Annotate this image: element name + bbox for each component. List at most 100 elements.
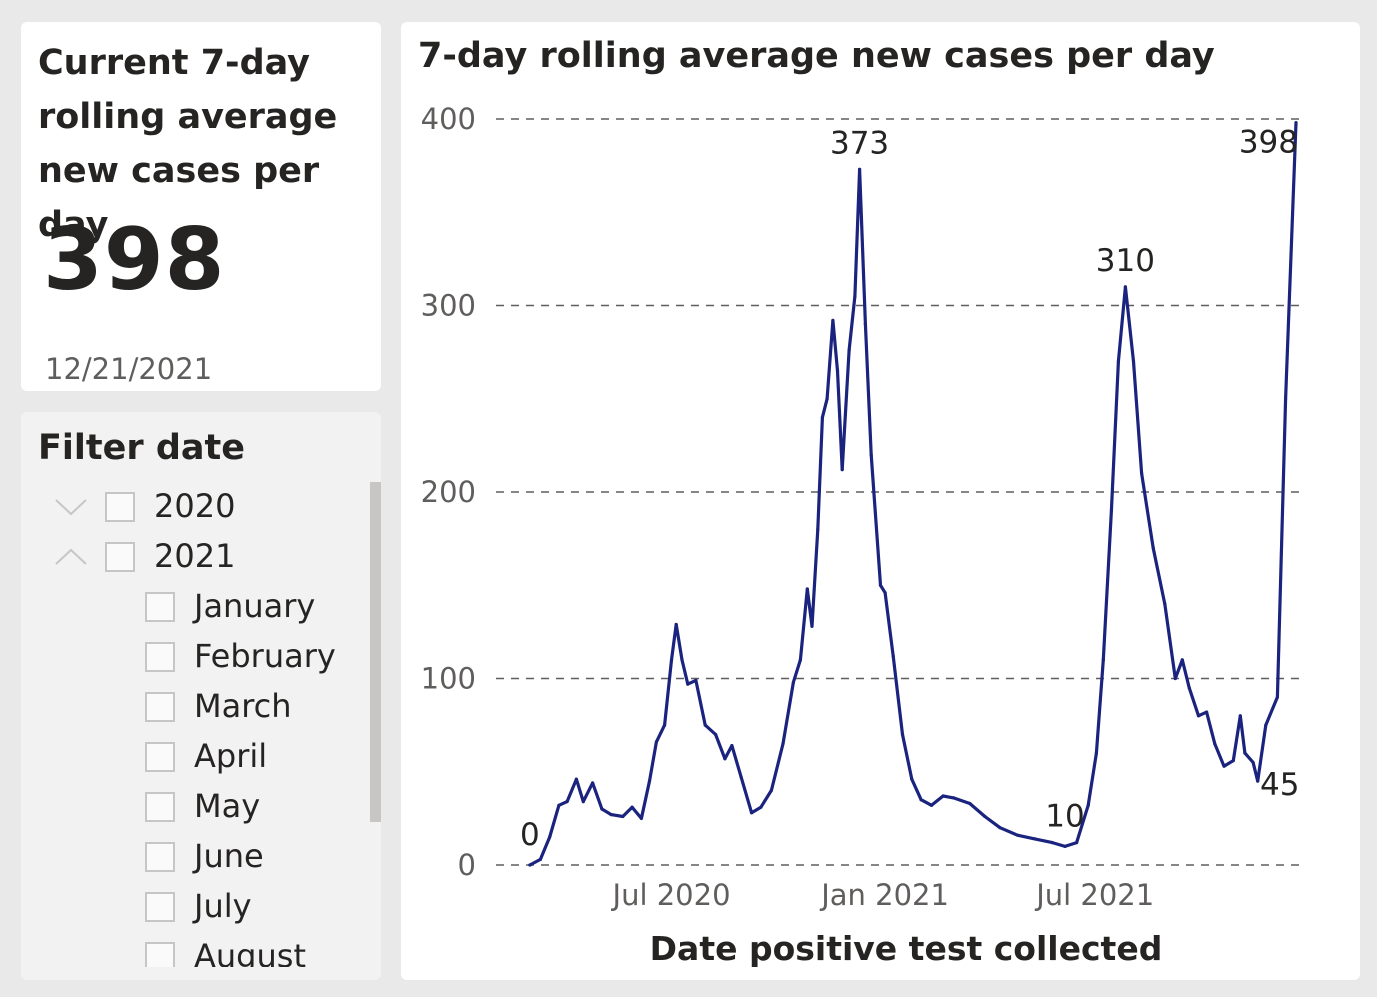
data-point — [1101, 658, 1105, 662]
checkbox-2021[interactable] — [105, 542, 135, 572]
checkbox-month[interactable] — [145, 642, 175, 672]
data-point — [1015, 833, 1020, 837]
filter-month-label: February — [194, 637, 336, 675]
data-point — [983, 814, 987, 819]
filter-month-row[interactable]: August — [21, 937, 351, 967]
x-tick-label: Jul 2020 — [611, 878, 731, 912]
series-line — [528, 121, 1298, 867]
data-point — [900, 732, 905, 737]
data-point — [647, 779, 652, 783]
filter-month-row[interactable]: February — [21, 637, 351, 677]
data-label: 373 — [830, 125, 889, 161]
filter-month-label: April — [194, 737, 268, 775]
data-point — [1243, 751, 1247, 755]
filter-list: 2020 2021 January February March April — [21, 487, 351, 967]
checkbox-month[interactable] — [145, 892, 175, 922]
y-tick-label: 300 — [421, 289, 476, 323]
filter-month-row[interactable]: June — [21, 837, 351, 877]
filter-year-row-2020[interactable]: 2020 — [21, 487, 351, 527]
checkbox-month[interactable] — [145, 942, 175, 967]
x-tick-label: Jul 2021 — [1034, 878, 1154, 912]
data-point — [1131, 359, 1136, 364]
data-point — [810, 624, 814, 628]
filter-month-label: January — [194, 587, 316, 625]
data-point — [825, 397, 829, 401]
data-point — [1231, 758, 1235, 763]
y-tick-label: 400 — [421, 102, 476, 136]
data-point — [1075, 841, 1079, 845]
kpi-value: 398 — [43, 210, 226, 310]
filter-month-row[interactable]: April — [21, 737, 351, 777]
checkbox-month[interactable] — [145, 592, 175, 622]
checkbox-month[interactable] — [145, 692, 175, 722]
data-point — [1151, 546, 1155, 550]
data-point — [538, 857, 542, 862]
checkbox-month[interactable] — [145, 742, 175, 772]
data-point — [820, 415, 825, 419]
data-point — [1213, 742, 1217, 746]
data-point — [1173, 676, 1177, 681]
y-tick-label: 0 — [458, 848, 476, 882]
x-axis-title: Date positive test collected — [650, 929, 1163, 968]
chevron-down-icon[interactable] — [53, 495, 89, 519]
data-point — [929, 803, 934, 807]
filter-date-slicer: Filter date 2020 2021 January February — [21, 412, 381, 980]
data-point — [639, 816, 643, 820]
data-point — [798, 658, 802, 662]
data-point — [840, 468, 844, 472]
data-point — [769, 788, 773, 793]
filter-month-row[interactable]: May — [21, 787, 351, 827]
data-point — [781, 742, 785, 746]
data-point — [816, 527, 820, 531]
data-point — [883, 591, 887, 595]
data-point — [674, 622, 678, 627]
data-point — [831, 318, 835, 323]
data-point — [857, 167, 862, 171]
data-point — [1294, 121, 1298, 125]
data-point — [557, 803, 561, 807]
data-point — [805, 587, 809, 591]
chevron-up-icon[interactable] — [53, 545, 89, 569]
checkbox-2020[interactable] — [105, 492, 135, 522]
data-point — [600, 807, 604, 811]
data-point — [1063, 844, 1067, 848]
filter-title: Filter date — [38, 428, 245, 468]
filter-scrollbar[interactable] — [370, 482, 381, 822]
filter-year-row-2021[interactable]: 2021 — [21, 537, 351, 577]
data-point — [998, 826, 1002, 830]
data-point — [574, 777, 578, 781]
data-point — [878, 583, 883, 587]
data-point — [662, 723, 667, 727]
filter-month-label: March — [194, 687, 292, 725]
data-label: 398 — [1239, 125, 1298, 161]
data-point — [1222, 764, 1226, 768]
data-label: 45 — [1260, 767, 1299, 803]
chart-title: 7-day rolling average new cases per day — [418, 36, 1215, 76]
data-point — [891, 654, 895, 658]
data-point — [714, 732, 718, 737]
data-point — [654, 740, 659, 744]
data-point — [863, 322, 867, 326]
filter-month-row[interactable]: January — [21, 587, 351, 627]
filter-month-label: May — [194, 787, 261, 825]
data-label: 0 — [520, 817, 540, 853]
filter-month-row[interactable]: March — [21, 687, 351, 727]
data-point — [669, 658, 674, 662]
data-label: 10 — [1045, 798, 1084, 834]
data-point — [1283, 397, 1288, 401]
kpi-card: Current 7-day rolling average new cases … — [21, 22, 381, 391]
data-point — [1256, 779, 1260, 783]
data-point — [1196, 714, 1201, 718]
data-point — [680, 658, 684, 662]
data-point — [565, 799, 569, 804]
data-point — [910, 777, 914, 781]
data-point — [759, 805, 763, 809]
checkbox-month[interactable] — [145, 842, 175, 872]
data-point — [1163, 602, 1167, 606]
data-point — [548, 835, 552, 839]
data-point — [1033, 837, 1037, 841]
data-point — [694, 678, 698, 682]
checkbox-month[interactable] — [145, 792, 175, 822]
filter-month-row[interactable]: July — [21, 887, 351, 927]
